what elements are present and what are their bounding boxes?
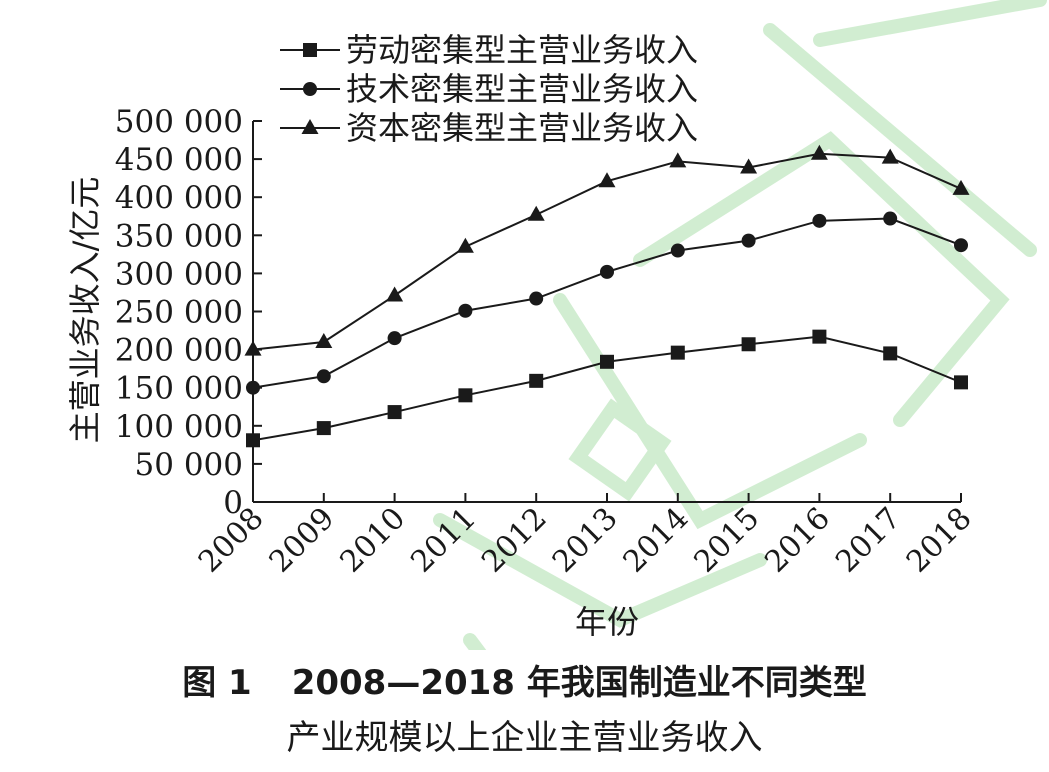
legend-marker-triangle — [301, 119, 319, 134]
x-tick-label: 2014 — [617, 501, 696, 580]
data-point-circle — [316, 369, 331, 384]
data-point-circle — [387, 331, 402, 346]
y-tick-label: 250 000 — [115, 295, 243, 331]
data-point-triangle — [527, 205, 545, 221]
data-point-circle — [458, 303, 473, 318]
watermark — [433, 0, 1047, 650]
x-tick-label: 2009 — [263, 501, 342, 580]
legend-item: 资本密集型主营业务收入 — [280, 109, 698, 147]
y-tick-label: 150 000 — [115, 371, 243, 407]
data-point-triangle — [740, 158, 758, 174]
y-tick-label: 350 000 — [115, 218, 243, 254]
x-tick-label: 2016 — [758, 501, 837, 580]
figure-number: 图 1 — [182, 663, 252, 703]
x-tick-label: 2010 — [334, 501, 413, 580]
x-tick-label: 2018 — [900, 501, 979, 580]
y-tick-label: 400 000 — [115, 180, 243, 216]
legend-label: 技术密集型主营业务收入 — [346, 70, 698, 108]
data-point-square — [670, 345, 685, 360]
y-tick-label: 50 000 — [135, 447, 243, 483]
data-point-square — [954, 375, 968, 390]
figure-caption-line1: 图 1 2008—2018 年我国制造业不同类型 — [0, 655, 1049, 704]
series-circle — [246, 211, 968, 395]
data-point-triangle — [456, 237, 474, 253]
data-point-circle — [670, 243, 685, 258]
data-point-square — [741, 337, 756, 352]
data-point-triangle — [244, 340, 262, 356]
data-point-circle — [812, 213, 827, 228]
x-tick-label: 2013 — [546, 501, 625, 580]
data-point-square — [458, 388, 473, 403]
x-axis-label: 年份 — [575, 603, 639, 641]
data-point-circle — [954, 238, 968, 253]
data-point-square — [883, 346, 898, 361]
legend-label: 劳动密集型主营业务收入 — [346, 31, 698, 69]
y-tick-label: 200 000 — [115, 333, 243, 369]
legend-marker-square — [303, 43, 317, 57]
data-point-circle — [741, 233, 756, 248]
legend-item: 劳动密集型主营业务收入 — [280, 31, 698, 69]
legend-item: 技术密集型主营业务收入 — [280, 70, 698, 108]
data-point-triangle — [669, 152, 687, 168]
legend-marker-circle — [303, 82, 317, 96]
data-point-square — [246, 433, 260, 448]
data-point-triangle — [386, 286, 404, 302]
y-axis-label: 主营业务收入/亿元 — [66, 177, 104, 444]
legend-label: 资本密集型主营业务收入 — [346, 109, 698, 147]
data-point-triangle — [598, 172, 616, 188]
data-point-square — [600, 354, 614, 369]
y-tick-label: 300 000 — [115, 256, 243, 292]
y-tick-label: 100 000 — [115, 409, 243, 445]
figure-title: 2008—2018 年我国制造业不同类型 — [291, 663, 867, 703]
data-point-square — [812, 329, 827, 344]
data-point-triangle — [315, 332, 333, 348]
data-point-circle — [883, 211, 898, 226]
data-point-triangle — [810, 144, 828, 160]
y-tick-label: 0 — [223, 485, 243, 521]
data-point-square — [316, 421, 331, 436]
y-tick-label: 500 000 — [115, 104, 243, 140]
data-point-square — [529, 373, 544, 388]
data-point-circle — [246, 380, 260, 395]
y-tick-label: 450 000 — [115, 142, 243, 178]
data-point-circle — [529, 291, 544, 306]
data-point-circle — [600, 264, 614, 279]
series-group — [244, 144, 970, 448]
data-point-square — [387, 405, 402, 420]
data-point-triangle — [881, 148, 899, 164]
series-triangle — [244, 144, 970, 356]
data-point-triangle — [952, 179, 970, 195]
x-tick-label: 2017 — [829, 501, 908, 580]
figure-caption-line2: 产业规模以上企业主营业务收入 — [286, 718, 763, 758]
series-square — [246, 329, 968, 448]
